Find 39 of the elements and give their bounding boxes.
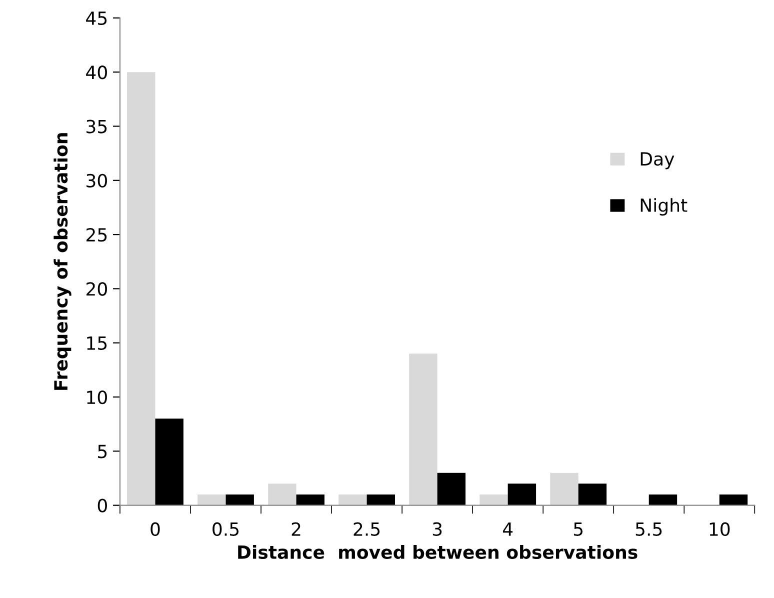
x-axis-title: Distance moved between observations [238,545,638,559]
bar [127,72,156,506]
bar [226,494,254,506]
y-tick-label: 40 [86,66,107,80]
bar [409,354,438,506]
y-tick-label: 30 [86,174,107,188]
legend-label: Day [640,152,674,170]
bar [480,494,508,506]
bar [198,494,226,506]
x-tick-label: 0.5 [212,522,239,536]
y-tick-label: 0 [98,498,107,512]
x-tick-label: 0 [150,522,160,536]
bar [155,418,184,506]
bar [366,494,395,506]
bar [719,494,748,506]
bar [508,484,536,506]
x-tick-label: 5 [574,522,583,536]
y-tick-label: 35 [86,120,107,134]
x-tick-label: 5.5 [636,522,662,536]
bar [268,484,296,506]
bar [648,494,678,506]
y-tick-label: 10 [87,390,107,404]
y-tick-label: 5 [98,444,107,458]
x-tick-label: 4 [502,522,513,536]
legend-label: Night [640,198,688,216]
x-tick-label: 3 [432,522,442,536]
bar [296,494,324,506]
y-tick-label: 45 [86,12,107,26]
x-tick-label: 2 [292,522,300,536]
y-tick-label: 25 [86,228,107,242]
x-tick-label: 10 [710,522,730,536]
bar [578,484,607,506]
bar [338,494,367,506]
y-axis-title: Frequency of observation [54,133,72,390]
y-tick-label: 20 [86,282,107,296]
y-tick-label: 15 [87,336,107,350]
bar [550,472,578,506]
x-tick-label: 2.5 [354,522,380,536]
bar [437,472,466,506]
